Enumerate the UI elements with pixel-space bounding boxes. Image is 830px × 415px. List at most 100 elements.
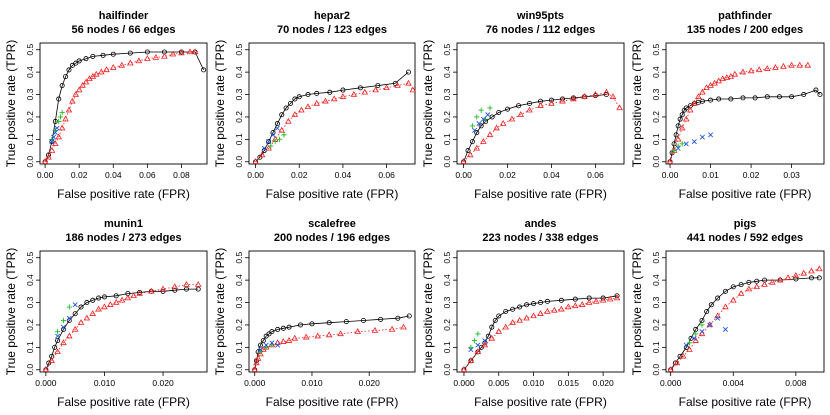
data-point [59, 83, 65, 89]
data-point [291, 334, 299, 341]
series-1 [666, 61, 812, 164]
data-point [679, 352, 687, 359]
series-0 [42, 49, 207, 165]
data-point [538, 300, 544, 306]
data-point [474, 348, 482, 355]
data-point [674, 135, 682, 142]
data-point [516, 316, 523, 323]
y-tick-label: 0.0 [651, 156, 661, 168]
x-tick-label: 0.000 [244, 378, 266, 388]
data-point [276, 136, 283, 142]
data-point [343, 319, 349, 325]
series-line [463, 297, 618, 371]
series-2 [686, 322, 705, 346]
data-point [792, 272, 800, 278]
series-line [670, 268, 820, 371]
data-point [257, 347, 263, 353]
data-point [55, 338, 61, 344]
data-point [82, 78, 90, 85]
data-point [354, 328, 362, 334]
data-point [769, 278, 776, 285]
x-tick-label: 0.000 [660, 378, 682, 388]
x-tick-label: 0.04 [105, 170, 122, 180]
data-point [291, 111, 299, 117]
data-point [72, 302, 78, 308]
series-0 [43, 286, 201, 373]
data-point [559, 97, 566, 104]
y-axis-label: True positive rate (TPR) [4, 248, 18, 376]
data-point [270, 132, 276, 138]
data-point [304, 103, 312, 110]
x-tick-label: 0.010 [301, 378, 323, 388]
data-point [71, 325, 79, 332]
data-point [673, 132, 679, 138]
y-tick-label: 0.0 [442, 364, 452, 376]
data-point [510, 306, 516, 312]
data-point [280, 325, 286, 331]
data-point [360, 317, 366, 323]
data-point [350, 90, 358, 97]
data-point [482, 338, 488, 344]
data-point [739, 68, 747, 75]
data-point [527, 101, 533, 107]
data-point [789, 94, 795, 100]
data-point [260, 338, 266, 344]
data-point [796, 61, 803, 68]
x-tick-label: 0.06 [378, 170, 395, 180]
x-tick-label: 0.08 [173, 170, 190, 180]
data-point [763, 65, 771, 71]
data-point [478, 344, 484, 350]
data-point [722, 288, 728, 294]
data-point [678, 124, 686, 131]
data-point [54, 329, 61, 335]
data-point [110, 51, 116, 57]
data-point [465, 148, 471, 154]
data-point [592, 90, 599, 97]
data-point [337, 330, 344, 337]
data-point [55, 333, 61, 339]
x-tick-label: 0.000 [453, 378, 475, 388]
data-point [572, 302, 579, 309]
y-tick-label: 0.0 [442, 156, 452, 168]
data-point [309, 321, 315, 327]
data-point [66, 332, 73, 339]
data-point [405, 69, 411, 75]
data-point [395, 315, 401, 321]
data-point [258, 151, 266, 158]
data-point [83, 56, 89, 62]
y-tick-label: 0.0 [234, 364, 244, 376]
data-point [548, 99, 555, 106]
data-point [101, 294, 107, 300]
y-tick-label: 0.2 [651, 111, 661, 123]
series-2 [54, 304, 72, 335]
data-point [46, 360, 52, 366]
data-point [98, 68, 105, 75]
series-3 [683, 315, 728, 348]
data-point [357, 85, 363, 91]
data-point [325, 331, 333, 338]
y-tick-label: 0.3 [442, 296, 452, 308]
y-tick-label: 0.3 [651, 88, 661, 100]
data-point [679, 141, 685, 147]
data-point [55, 133, 63, 140]
x-tick-label: 0.010 [523, 378, 545, 388]
y-tick-label: 0.4 [651, 274, 661, 286]
panel-title: win95pts [516, 10, 564, 22]
data-point [683, 105, 689, 111]
series-1 [42, 280, 202, 372]
data-point [195, 286, 201, 292]
data-point [471, 338, 477, 344]
y-tick-label: 0.2 [442, 111, 452, 123]
panel-subtitle: 76 nodes / 112 edges [486, 24, 595, 36]
data-point [526, 106, 533, 113]
data-point [723, 74, 731, 80]
y-tick-label: 0.3 [442, 88, 452, 100]
data-point [83, 314, 91, 321]
data-point [492, 317, 498, 323]
series-line [669, 89, 821, 162]
data-point [274, 121, 280, 127]
data-point [804, 61, 812, 68]
y-tick-label: 0.2 [651, 319, 661, 331]
x-tick-label: 0.020 [152, 378, 174, 388]
